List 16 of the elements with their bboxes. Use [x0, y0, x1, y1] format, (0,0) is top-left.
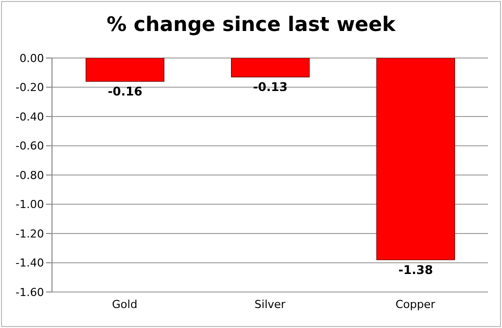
y-tick-label: -0.80 — [16, 168, 44, 182]
chart-title: % change since last week — [106, 11, 397, 38]
y-tick-label: -1.40 — [16, 256, 44, 270]
x-tick-label: Gold — [112, 298, 138, 311]
y-tick-label: -1.60 — [16, 286, 44, 299]
x-tick-label: Copper — [395, 298, 436, 311]
y-tick-label: -1.20 — [16, 227, 44, 240]
y-tick-label: -0.60 — [16, 140, 44, 153]
y-tick-label: 0.00 — [20, 52, 44, 65]
y-tick-label: -1.00 — [16, 198, 44, 212]
data-label: -1.38 — [398, 262, 433, 277]
data-label: -0.16 — [108, 84, 142, 98]
y-tick-label: -0.40 — [16, 110, 44, 124]
data-label: -0.13 — [253, 80, 288, 94]
y-tick-label: -0.20 — [16, 81, 44, 94]
x-tick-label: Silver — [254, 298, 286, 311]
